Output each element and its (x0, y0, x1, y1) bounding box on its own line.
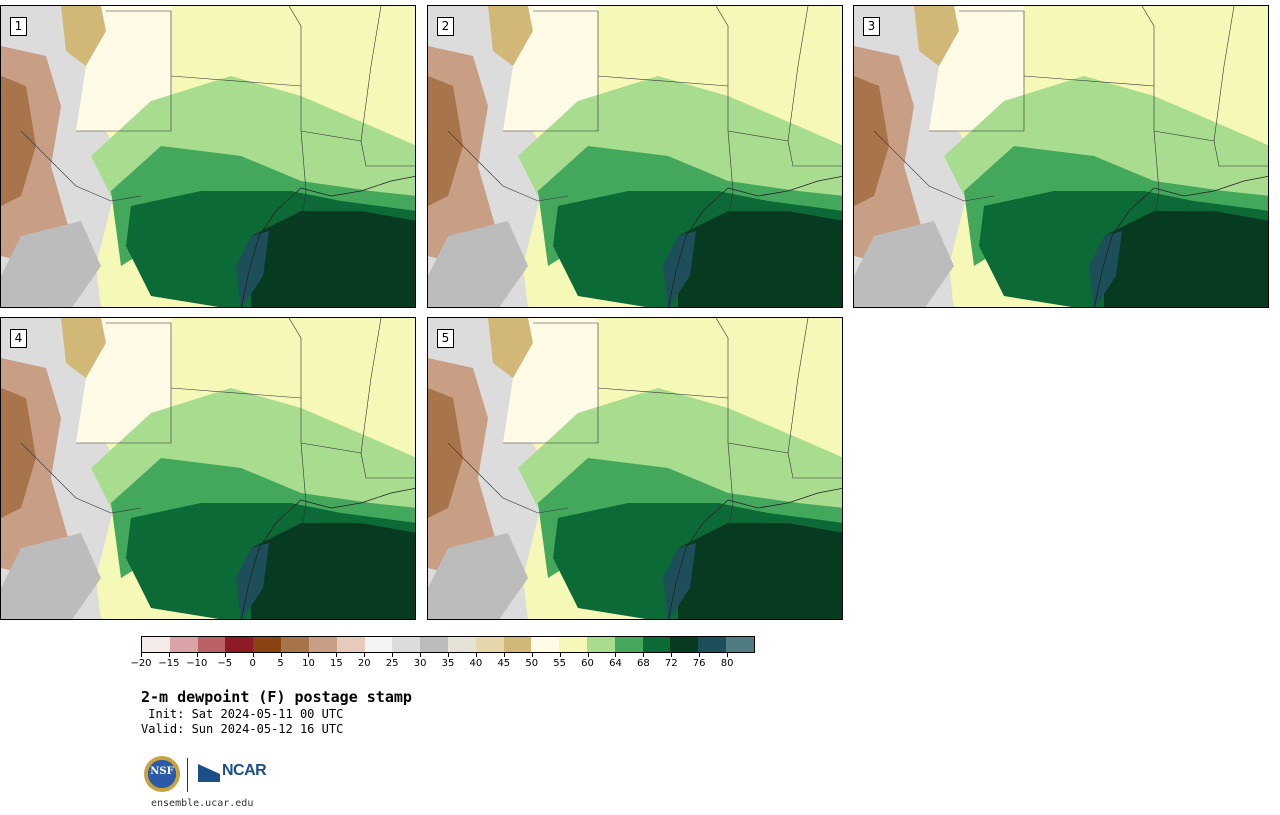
colorbar-segment (197, 637, 226, 652)
colorbar-segment (281, 637, 309, 652)
colorbar-tick (448, 653, 449, 657)
ncar-logo: NCAR (222, 762, 267, 779)
colorbar-segment (225, 637, 254, 652)
dewpoint-map (854, 6, 1268, 307)
colorbar-tick-label: −10 (186, 658, 208, 669)
colorbar-tick (643, 653, 645, 657)
colorbar-segment (670, 637, 699, 652)
colorbar-tick (224, 653, 226, 657)
colorbar-tick-label: 30 (413, 658, 427, 669)
colorbar-tick (141, 653, 142, 657)
colorbar-tick-label: 35 (441, 658, 455, 669)
colorbar-tick (531, 653, 533, 657)
dewpoint-map (1, 6, 415, 307)
colorbar-tick-label: 10 (302, 658, 315, 669)
colorbar-tick-label: −5 (217, 658, 233, 669)
colorbar-tick-label: 45 (497, 658, 511, 669)
colorbar-tick-label: 25 (385, 658, 399, 669)
colorbar (141, 636, 755, 653)
colorbar-tick (420, 653, 422, 657)
panel-label: 4 (10, 329, 27, 348)
colorbar-segment (642, 637, 671, 652)
colorbar-tick (587, 653, 589, 657)
panel-label: 1 (10, 17, 27, 36)
colorbar-segment (142, 637, 170, 652)
colorbar-tick (252, 653, 254, 657)
colorbar-tick (699, 653, 701, 657)
ncar-mark-icon (198, 764, 220, 782)
panel-label: 3 (863, 17, 880, 36)
member-panel-5: 5 (427, 317, 843, 620)
colorbar-tick (168, 653, 170, 657)
member-panel-4: 4 (0, 317, 416, 620)
colorbar-tick-label: 76 (692, 658, 706, 669)
valid-time: Valid: Sun 2024-05-12 16 UTC (141, 722, 344, 736)
nsf-logo: NSF (144, 756, 180, 792)
member-panel-2: 2 (427, 5, 843, 308)
dewpoint-map (1, 318, 415, 619)
colorbar-segment (336, 637, 365, 652)
colorbar-segment (475, 637, 504, 652)
init-time: Init: Sat 2024-05-11 00 UTC (141, 707, 344, 721)
colorbar-tick (280, 653, 282, 657)
colorbar-tick (727, 653, 729, 657)
colorbar-segment (531, 637, 560, 652)
panel-label: 2 (437, 17, 454, 36)
colorbar-segment (447, 637, 476, 652)
member-panel-3: 3 (853, 5, 1269, 308)
panel-label: 5 (437, 329, 454, 348)
colorbar-segment (698, 637, 727, 652)
colorbar-tick-label: 5 (277, 658, 284, 669)
colorbar-segment (364, 637, 393, 652)
colorbar-tick-label: 64 (609, 658, 622, 669)
colorbar-tick-label: −20 (130, 658, 152, 669)
colorbar-tick-label: 55 (553, 658, 566, 669)
colorbar-tick (336, 653, 338, 657)
colorbar-tick (196, 653, 198, 657)
dewpoint-map (428, 6, 842, 307)
colorbar-tick (364, 653, 366, 657)
colorbar-segment (587, 637, 615, 652)
colorbar-segment (420, 637, 448, 652)
logos: NSF NCAR (144, 756, 274, 796)
colorbar-tick (671, 653, 673, 657)
colorbar-tick-label: 80 (720, 658, 734, 669)
colorbar-segment (559, 637, 587, 652)
colorbar-tick (392, 653, 394, 657)
colorbar-segment (169, 637, 198, 652)
colorbar-segment (614, 637, 643, 652)
colorbar-tick-label: 50 (525, 658, 539, 669)
colorbar-tick (615, 653, 617, 657)
logo-divider (187, 758, 188, 792)
dewpoint-map (428, 318, 842, 619)
colorbar-segment (308, 637, 337, 652)
colorbar-tick-label: 72 (664, 658, 678, 669)
site-url[interactable]: ensemble.ucar.edu (151, 798, 254, 809)
member-panel-1: 1 (0, 5, 416, 308)
colorbar-tick-label: −15 (158, 658, 180, 669)
colorbar-tick-label: 68 (636, 658, 650, 669)
colorbar-tick-label: 40 (469, 658, 483, 669)
colorbar-tick-label: 0 (249, 658, 256, 669)
colorbar-tick (503, 653, 505, 657)
colorbar-segment (503, 637, 532, 652)
colorbar-tick (308, 653, 310, 657)
colorbar-tick-label: 15 (329, 658, 343, 669)
colorbar-tick (559, 653, 561, 657)
colorbar-tick-label: 20 (357, 658, 371, 669)
colorbar-tick (475, 653, 477, 657)
colorbar-tick-label: 60 (581, 658, 594, 669)
colorbar-segment (392, 637, 421, 652)
figure-title: 2-m dewpoint (F) postage stamp (141, 688, 412, 706)
colorbar-ticks: −20 −15 −10 −5 0 5 10 15 20 25 30 35 40 45 50 55 60 64 68 7… (130, 653, 755, 673)
colorbar-segment (253, 637, 282, 652)
colorbar-segment (726, 637, 754, 652)
